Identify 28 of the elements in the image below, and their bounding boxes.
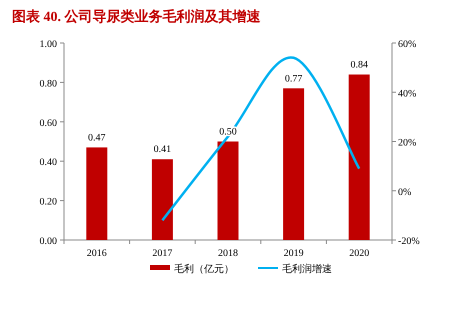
y-tick-label: 0.20 — [40, 196, 57, 208]
legend-label: 毛利（亿元） — [174, 263, 234, 275]
data-label: 0.84 — [350, 60, 368, 71]
bar — [86, 147, 108, 240]
x-tick-label: 2019 — [284, 248, 304, 259]
data-label: 0.77 — [284, 73, 302, 84]
x-tick-label: 2020 — [349, 248, 370, 259]
chart-title: 图表 40. 公司导尿类业务毛利润及其增速 — [12, 8, 262, 25]
x-tick-label: 2018 — [218, 248, 238, 259]
x-tick-label: 2017 — [152, 248, 172, 259]
y-tick-label: 0.00 — [40, 236, 57, 247]
bar — [152, 159, 173, 240]
y2-tick-label: 0% — [398, 186, 412, 198]
y-tick-label: 0.80 — [40, 78, 57, 90]
legend-label: 毛利润增速 — [282, 263, 332, 275]
y2-tick-label: 40% — [398, 88, 416, 100]
y2-tick-label: -20% — [398, 236, 420, 247]
bar — [218, 142, 238, 240]
y2-tick-label: 20% — [398, 138, 416, 148]
y-tick-label: 0.40 — [40, 157, 57, 168]
bar — [283, 88, 304, 240]
x-tick-label: 2016 — [86, 248, 107, 259]
y2-tick-label: 60% — [398, 39, 416, 50]
data-label: 0.41 — [154, 144, 172, 156]
y-tick-label: 0.60 — [40, 118, 57, 129]
bar — [348, 74, 370, 240]
y-tick-label: 1.00 — [40, 39, 57, 50]
data-label: 0.47 — [88, 132, 106, 144]
